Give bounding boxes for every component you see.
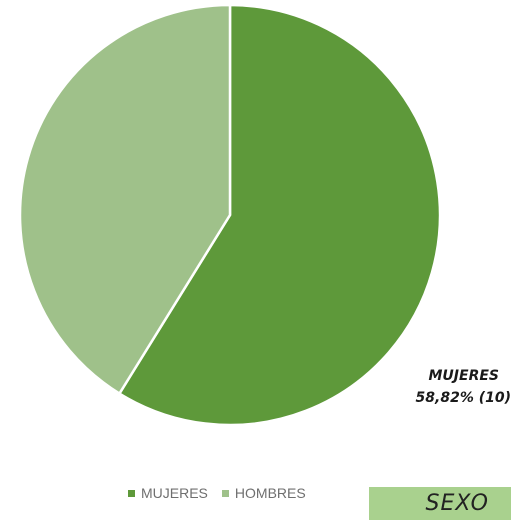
chart-title: SEXO xyxy=(425,491,489,516)
legend-label-mujeres: MUJERES xyxy=(141,485,208,501)
legend-item-hombres: HOMBRES xyxy=(221,485,306,501)
pie-slice-hombres xyxy=(18,3,232,396)
pie-slice-mujeres xyxy=(117,3,442,427)
legend-label-hombres: HOMBRES xyxy=(234,485,306,501)
chart-title-box: SEXO xyxy=(369,487,511,520)
legend-swatch-mujeres xyxy=(128,489,135,497)
data-labels: MUJERES 58,82% (10) xyxy=(416,368,511,406)
data-label-mujeres-value: 58,82% (10) xyxy=(416,390,511,406)
legend-swatch-hombres xyxy=(221,489,229,497)
legend: MUJERES HOMBRES xyxy=(128,485,306,501)
legend-item-mujeres: MUJERES xyxy=(128,485,208,501)
data-label-mujeres-name: MUJERES xyxy=(429,368,500,384)
pie-slices xyxy=(18,3,442,427)
